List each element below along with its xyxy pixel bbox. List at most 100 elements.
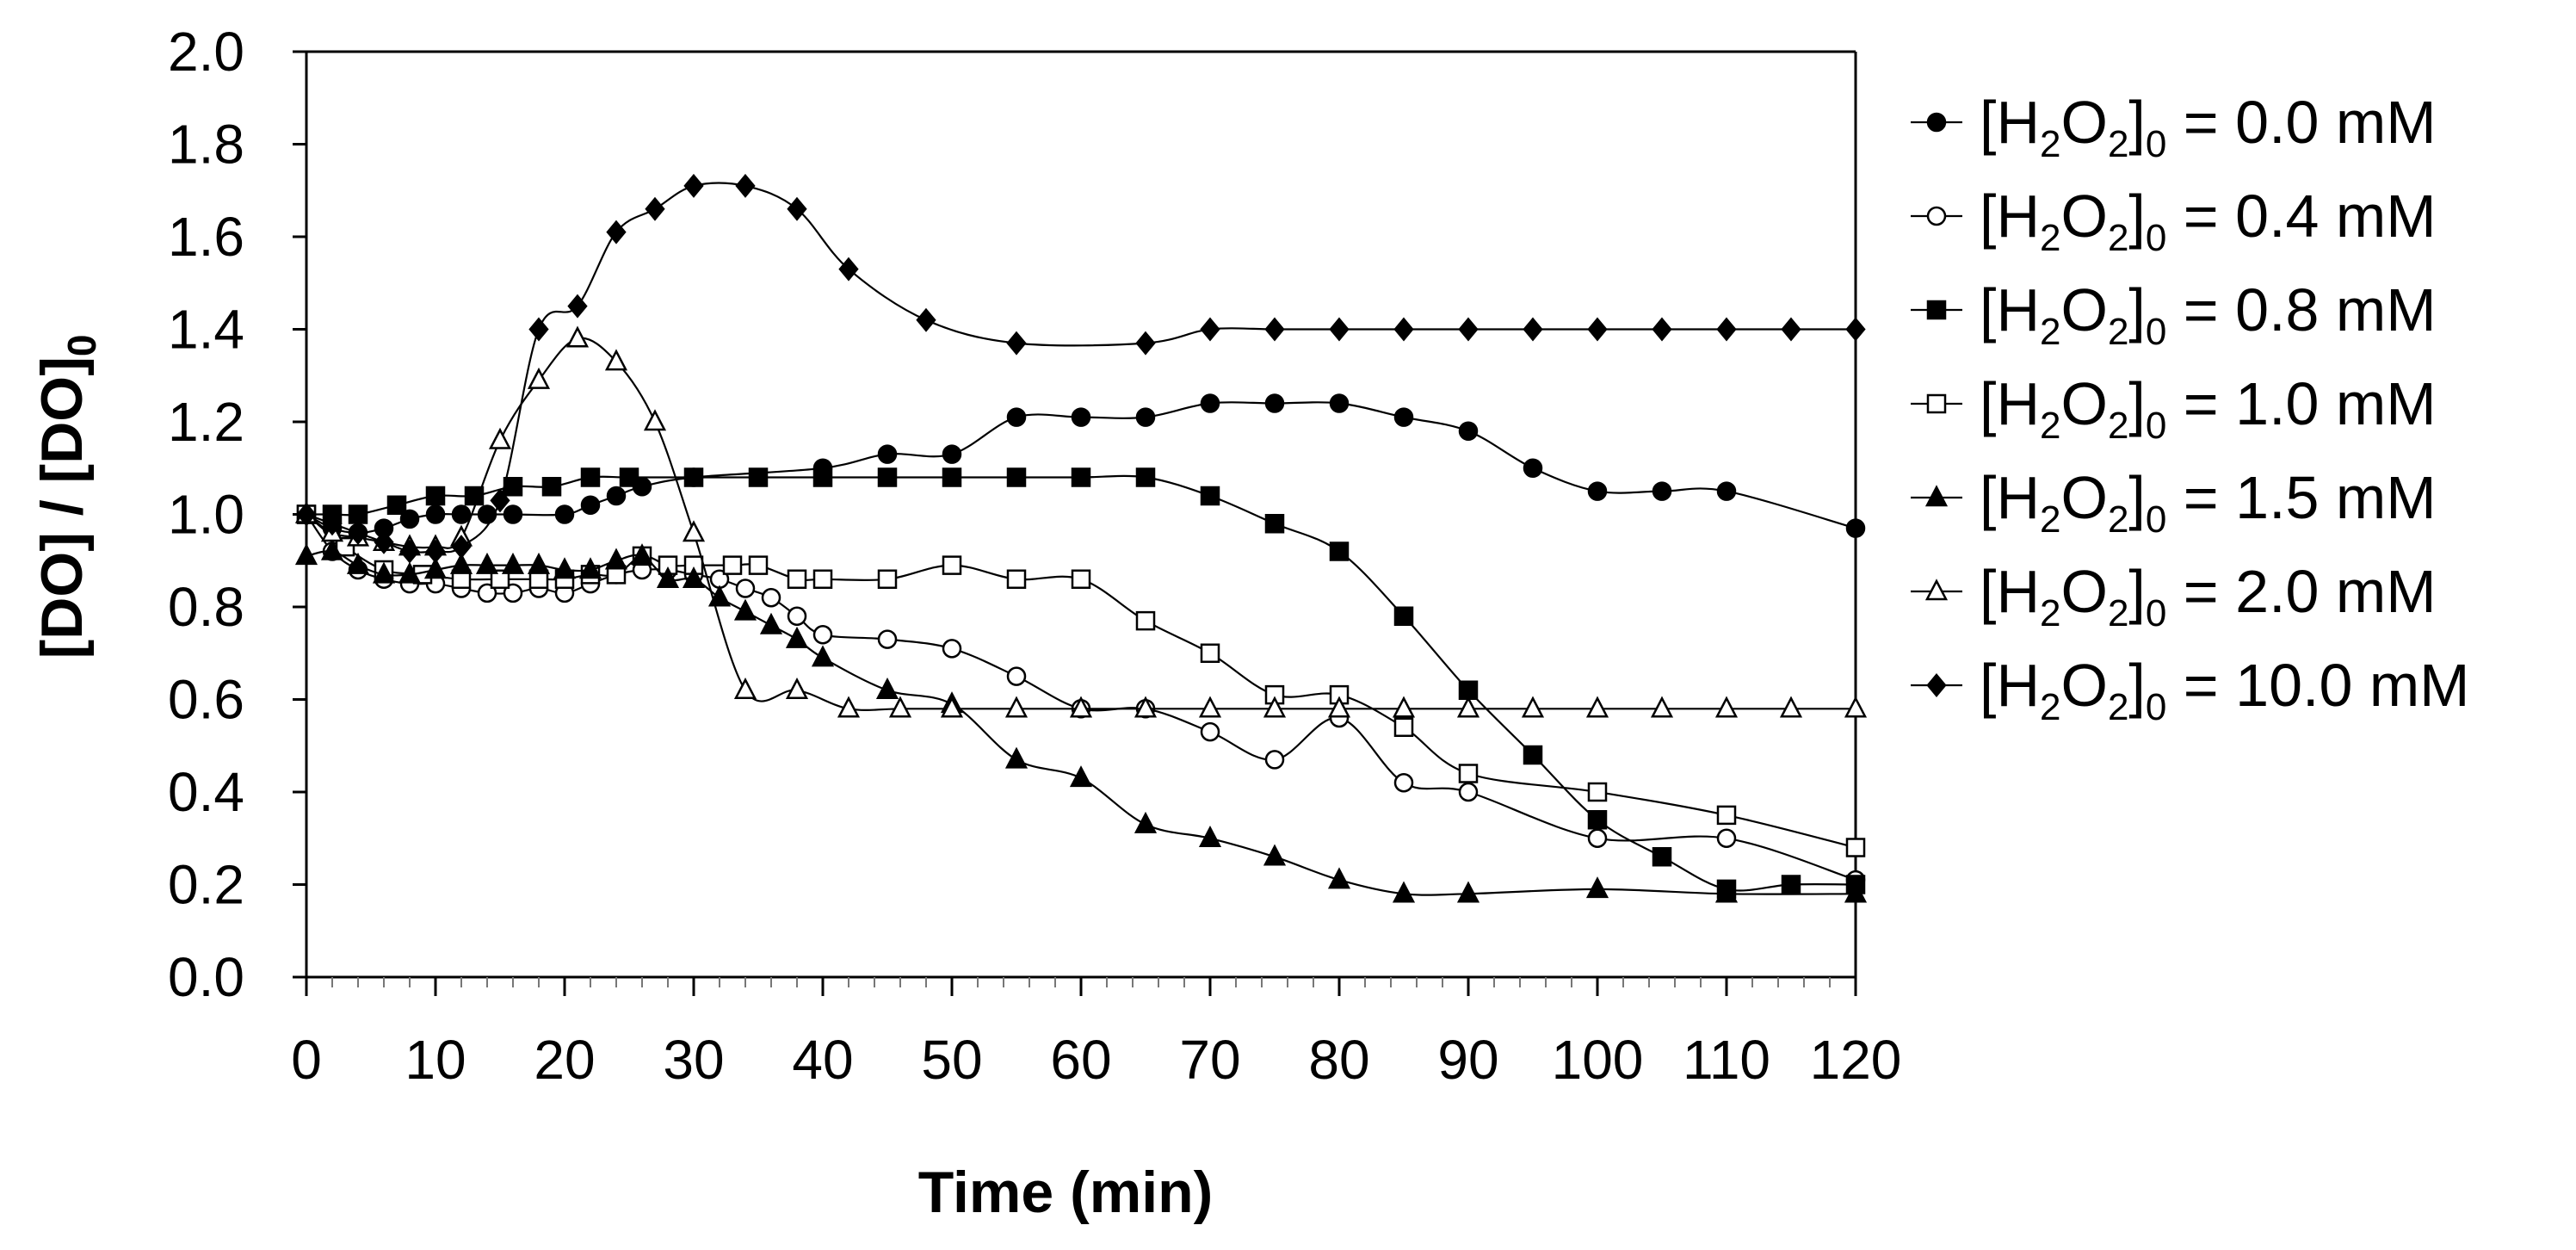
data-point (1004, 696, 1029, 718)
data-point (1263, 844, 1287, 866)
legend-label: [H2O2]0 = 1.0 mM (1980, 370, 2437, 447)
legend-label-part: ] (2128, 558, 2145, 625)
data-point (1458, 782, 1479, 802)
data-point (1456, 696, 1480, 718)
data-point (1071, 467, 1091, 487)
legend-label-part: [H (1980, 183, 2040, 250)
legend-label-part: [H (1980, 652, 2040, 719)
legend-label-part: = 1.0 mM (2166, 370, 2436, 437)
legend-label: [H2O2]0 = 10.0 mM (1980, 652, 2469, 728)
data-point (425, 486, 446, 506)
data-point (1458, 421, 1479, 441)
plot-axes: 0.0 0.2 0.4 0.6 0.8 1.0 1.2 1.4 1.6 1.8 2.0 0 10 20 30… (168, 21, 1901, 1091)
data-point (528, 317, 549, 342)
legend-label-part: 2 (2040, 311, 2060, 353)
data-point (1134, 696, 1158, 718)
legend-label-part: 2 (2108, 217, 2128, 259)
data-point (475, 552, 499, 574)
legend-label: [H2O2]0 = 0.8 mM (1980, 276, 2437, 353)
data-point (1135, 331, 1156, 356)
legend-label-part: 2 (2108, 498, 2128, 541)
data-point (1393, 317, 1414, 342)
data-point (451, 504, 472, 524)
legend-item: [H2O2]0 = 10.0 mM (1911, 652, 2469, 728)
data-point (1200, 317, 1220, 342)
legend-label-part: O (2060, 276, 2107, 343)
data-point (1263, 696, 1287, 718)
series-0 (296, 393, 1866, 543)
legend-label-part: 0 (2146, 123, 2166, 165)
data-point (527, 367, 551, 389)
legend-label-part: = 0.8 mM (2166, 276, 2436, 343)
y-axis-title-subscript: 0 (59, 335, 104, 357)
data-point (1652, 317, 1672, 342)
x-tick-label: 60 (1050, 1029, 1111, 1091)
data-point (812, 569, 833, 589)
data-point (398, 561, 422, 584)
data-point (748, 555, 769, 575)
data-point (1587, 828, 1608, 848)
x-tick-label: 70 (1179, 1029, 1240, 1091)
legend-label-part: ] (2128, 276, 2145, 343)
data-point (1327, 696, 1351, 718)
data-point (1071, 569, 1091, 589)
data-point (604, 349, 628, 371)
data-point (785, 678, 809, 699)
data-point (1716, 317, 1737, 342)
data-point (449, 552, 473, 574)
data-point (1200, 393, 1220, 413)
data-point (838, 257, 859, 282)
legend-label: [H2O2]0 = 2.0 mM (1980, 558, 2437, 634)
legend-label: [H2O2]0 = 0.4 mM (1980, 183, 2437, 259)
data-point (501, 552, 525, 574)
data-point (567, 294, 588, 319)
legend-label-part: ] (2128, 370, 2145, 437)
y-tick-label: 1.2 (168, 391, 244, 453)
legend-label-part: [H (1980, 558, 2040, 625)
data-point (942, 639, 962, 659)
data-point (942, 444, 962, 464)
legend-label-part: [H (1980, 464, 2040, 531)
data-point (1458, 317, 1479, 342)
data-point (877, 444, 898, 464)
data-point (451, 535, 472, 560)
legend-label: [H2O2]0 = 0.0 mM (1980, 89, 2437, 165)
legend-label-part: 0 (2146, 405, 2166, 447)
legend-marker (1926, 206, 1947, 226)
x-tick-label: 0 (291, 1029, 322, 1091)
data-point (1135, 467, 1156, 487)
data-point (877, 467, 898, 487)
legend: [H2O2]0 = 0.0 mM[H2O2]0 = 0.4 mM[H2O2]0 … (1911, 89, 2469, 728)
data-point (1844, 881, 1868, 903)
data-point (916, 307, 936, 332)
data-point (1200, 721, 1220, 742)
data-point (294, 543, 318, 566)
data-point (1781, 875, 1801, 894)
legend-label-part: [H (1980, 276, 2040, 343)
legend-label-part: 2 (2108, 686, 2128, 728)
data-point (1004, 746, 1029, 769)
y-tick-label: 0.0 (168, 946, 244, 1008)
data-point (322, 511, 343, 536)
data-point (1781, 317, 1801, 342)
y-tick-label: 2.0 (168, 21, 244, 83)
data-point (722, 555, 743, 575)
legend-marker (1926, 300, 1947, 320)
data-point (682, 566, 706, 588)
data-point (425, 539, 446, 564)
legend-item: [H2O2]0 = 0.4 mM (1911, 183, 2437, 259)
data-point (490, 569, 510, 589)
data-point (1392, 696, 1416, 718)
data-point (811, 645, 835, 667)
legend-label-part: = 10.0 mM (2166, 652, 2469, 719)
legend-item: [H2O2]0 = 1.0 mM (1911, 370, 2437, 447)
legend-label-part: ] (2128, 464, 2145, 531)
data-point (1198, 826, 1222, 847)
data-point (1716, 828, 1737, 848)
data-point (386, 495, 407, 515)
legend-label-part: 2 (2040, 498, 2060, 541)
data-point (1716, 481, 1737, 501)
data-point (656, 566, 680, 588)
legend-label-part: O (2060, 89, 2107, 156)
